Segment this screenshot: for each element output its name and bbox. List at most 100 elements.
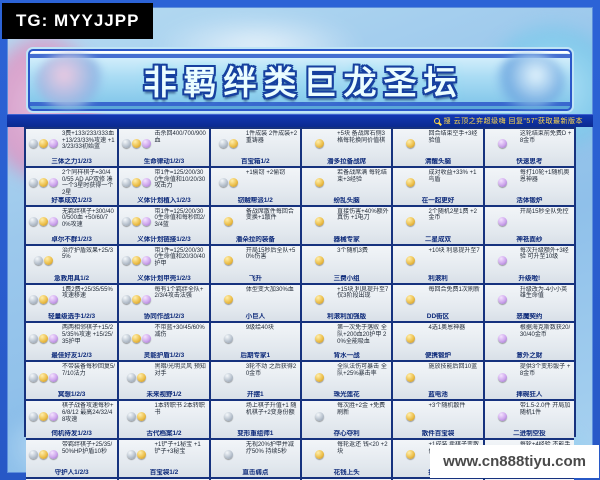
augment-name: 义体计划甲壳1/2/3 (137, 274, 191, 282)
augment-name: 活体锻炉 (516, 196, 543, 204)
augment-name: 珠光莲花 (333, 391, 360, 399)
augment-icon-silver (29, 372, 39, 382)
augment-icon-gold (228, 178, 238, 188)
augment-name: 飞升 (248, 274, 262, 282)
augment-tier-icons (212, 441, 245, 469)
augment-name: 升级啦! (518, 274, 541, 282)
augment-icon-prismatic (49, 139, 59, 149)
augment-icon-gold (406, 372, 416, 382)
augment-desc: 不带蓝+30/45/60%减伤 (154, 325, 205, 339)
augment-name: 义体计划链接1/2/3 (137, 235, 191, 243)
augment-tier-icons (27, 130, 61, 158)
augment-cell: 治疗护盾效果+25/35% 急救用具1/2 (26, 245, 118, 285)
augment-icon-prismatic (142, 178, 152, 188)
augment-icon-silver (122, 139, 132, 149)
augment-desc: 3轮不动 之后获得20金币 (245, 364, 297, 377)
augment-icon-silver (127, 450, 137, 460)
augment-desc: 棋子战备攻速每秒+6/8/12 最高24/32/48攻速 (61, 403, 114, 423)
augment-desc: 若备战席满 每轮结束+3经验 (337, 169, 387, 183)
augment-column-5: 回合结束空手+3经验值 清醒头脑 成对收益+33% +1鸟盾 在一起更好 2个随机2星1… (391, 129, 483, 480)
augment-desc: 成对收益+33% +1鸟盾 (428, 169, 477, 183)
augment-cell: 每次刷新+2经验明智消费 (484, 478, 574, 480)
augment-icon-gold (315, 333, 325, 343)
augment-desc: 9级给40块 (245, 325, 274, 332)
augment-desc: 2个同样棋子=30/40/55 AD AP双修 凑一个3星时获得一个2星 (61, 169, 114, 197)
augment-cell: +10块 利息提升至7 利滚利 (393, 245, 483, 285)
augment-icon-gold (132, 256, 142, 266)
augment-cell: 这轮结束前免费D +8金币 快速思考 (484, 129, 574, 168)
augment-tier-icons (303, 208, 336, 236)
augment-cell: 无羁绊棋子+300/400/500血 +50/60/70%攻速 卓尔不群1/2/3 (26, 206, 118, 246)
augment-name: 变形重组师1 (237, 430, 274, 437)
augment-cell: 每次胜+2金 +免费刷新 存心夺利 (302, 401, 392, 440)
augment-tier-icons (120, 169, 153, 197)
augment-cell: +1铲子+1秘宝 +1铲子+3秘宝 百宝袋1/2 (119, 440, 209, 479)
augment-name: 背水一战 (333, 352, 360, 360)
augment-icon-gold (406, 411, 416, 421)
augment-name: 冥想1/2/3 (57, 391, 86, 399)
augment-name: 器械专家 (333, 235, 360, 243)
augment-icon-prismatic (49, 217, 59, 227)
augment-desc: +5块 备战席右侧3格每轮换同价值棋 (337, 131, 386, 144)
augment-icon-silver (127, 411, 137, 421)
augment-desc: 每有1个羁绊全队+2/3/4攻击法强 (154, 286, 204, 300)
augment-icon-prismatic (497, 294, 507, 304)
augment-icon-prismatic (497, 411, 507, 421)
augment-icon-prismatic (49, 333, 59, 343)
augment-icon-gold (39, 333, 49, 343)
augment-desc: 每轮返还 钱<20 +2块 (337, 442, 388, 455)
augment-desc: 1费2费+25/35/55%攻速移速 (61, 286, 113, 300)
augment-tier-icons (120, 208, 153, 236)
augment-icon-gold (406, 256, 416, 266)
augment-column-2: 击杀回400/700/900血 生命律动1/2/3 带1件=125/200/300生… (117, 129, 209, 480)
augment-cell: 场上棋子升值+1 随机棋子+2变身份额 变形重组师1 (210, 401, 300, 440)
augment-cell: 击杀回400/700/900血 生命律动1/2/3 (119, 129, 209, 168)
augment-cell: 不带装备每秒回复5/7/10法力冥想1/2/3 (26, 362, 118, 402)
augment-name: 意外之财 (516, 352, 543, 360)
augment-tier-icons (394, 208, 427, 236)
augment-desc: 每打10轮+1随机奥恩神器 (519, 169, 570, 183)
augment-icon-silver (223, 372, 233, 382)
augment-name: 百宝袋1/2 (149, 468, 179, 476)
augment-desc: 不带装备每秒回复5/7/10法力 (61, 364, 115, 377)
augment-desc: 开局15秒后全队+50%伤害 (245, 247, 296, 261)
augment-icon-prismatic (142, 333, 152, 343)
augment-cell: 体型变大加30%血 小巨人 (210, 284, 300, 324)
augment-desc: 带1件=125/200/300生命值和每秒回2/3/4蓝 (154, 208, 205, 229)
augment-tier-icons (303, 363, 336, 391)
augment-desc: 3个随机3费 (337, 247, 368, 254)
augment-icon-prismatic (142, 217, 152, 227)
augment-cell: 开局10秒后全队回50/75%已损失的生命值复苏之风1/2 (119, 478, 209, 480)
augment-icon-gold (137, 372, 147, 382)
augment-icon-silver (223, 450, 233, 460)
augment-icon-gold (315, 139, 325, 149)
augment-cell: +5块 备战席右侧3格每轮换同价值棋 潘多拉备战席 (302, 129, 392, 168)
augment-icon-prismatic (142, 139, 152, 149)
augment-cell: 每回合免费1次刷新 DD街区 (393, 284, 483, 324)
augment-name: 散件百宝袋 (421, 430, 455, 437)
augment-tier-icons (394, 441, 427, 469)
augment-icon-prismatic (497, 333, 507, 343)
augment-name: 二进制空投 (513, 430, 546, 437)
augment-tier-icons (486, 208, 519, 236)
augment-desc: 每次胜+2金 +免费刷新 (337, 403, 386, 416)
augment-name: 恶魔契约 (516, 313, 543, 321)
augment-icon-prismatic (497, 217, 507, 227)
augment-tier-icons (27, 324, 61, 352)
augment-name: 义体计划植入1/2/3 (137, 196, 191, 204)
augment-tier-icons (27, 286, 61, 314)
augment-cell: 提供3个变形骰子 +8金币 摔碗狂人 (484, 362, 574, 402)
augment-tier-icons (120, 286, 153, 314)
augment-cell: 2个同样棋子=30/40/55 AD AP双修 凑一个3星时获得一个2星 好事成双… (26, 167, 118, 207)
augment-desc: 施放技能后回10蓝 (428, 364, 478, 371)
augment-name: 灵能护盾1/2/3 (143, 352, 185, 360)
augment-tier-icons (394, 130, 427, 158)
augment-icon-gold (315, 294, 325, 304)
augment-column-6: 这轮结束前免费D +8金币 快速思考 每打10轮+1随机奥恩神器 活体锻炉 开局15秒全… (482, 129, 574, 480)
augment-desc: 全队法伤可暴击 全队+25%暴击率 (337, 364, 387, 377)
augment-name: 神祇面纱 (516, 235, 543, 243)
augment-name: 轻量级选手1/2/3 (48, 313, 96, 321)
augment-name: 利滚利加强版 (327, 313, 367, 321)
augment-desc: 1件成装 2件成装+2重铸器 (245, 131, 298, 144)
augment-tier-icons (27, 247, 61, 275)
